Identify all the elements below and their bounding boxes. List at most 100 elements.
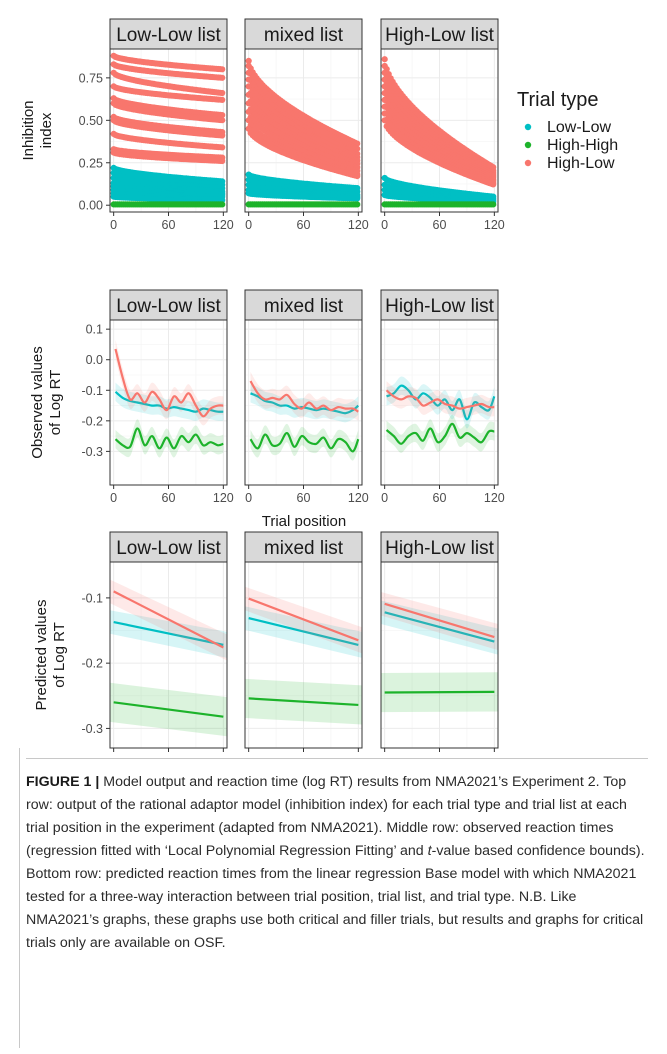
facet-strip	[380, 531, 499, 563]
facet-strip	[244, 531, 363, 563]
facet-strip	[244, 18, 363, 50]
y-tick-label: 0.25	[79, 156, 103, 170]
x-tick-label: 120	[348, 218, 369, 232]
bottom-row: Predicted valuesof Log RT Low-Low list 0 60…	[33, 531, 505, 755]
x-tick-label: 60	[297, 491, 311, 505]
x-tick-label: 120	[348, 754, 369, 755]
legend-label-high-high: High-High	[547, 137, 618, 154]
series-high-low	[381, 56, 497, 188]
middle-panel-high-low-list: High-Low list 0 60 120	[380, 289, 505, 505]
x-tick-label: 0	[381, 491, 388, 505]
facet-strip	[380, 18, 499, 50]
loess-line-high-low	[385, 389, 495, 410]
x-tick-label: 60	[433, 754, 447, 755]
regression-line-high-low	[113, 590, 224, 649]
data-point	[381, 117, 388, 124]
y-axis-title-line: Inhibition	[20, 100, 37, 160]
ci-band-high-high	[386, 414, 495, 453]
data-layer	[385, 376, 496, 453]
y-axis-title-line: of Log RT	[51, 622, 68, 688]
y-tick-label: 0.1	[86, 323, 103, 337]
data-layer	[381, 56, 497, 208]
y-tick-label: -0.3	[81, 722, 103, 736]
x-tick-label: 0	[245, 754, 252, 755]
x-tick-label: 0	[245, 491, 252, 505]
facet-strip-label: Low-Low list	[116, 25, 221, 46]
regression-line-high-high	[384, 690, 495, 694]
ci-band-high-low	[115, 339, 224, 426]
legend-title: Trial type	[517, 89, 599, 111]
facet-strip-label: High-Low list	[385, 538, 494, 559]
data-point	[245, 69, 252, 76]
regression-line-high-high	[248, 697, 359, 707]
y-axis-title-line: index	[38, 112, 55, 148]
y-axis-title-line: Predicted values	[33, 600, 50, 711]
data-point	[245, 62, 252, 70]
data-layer	[114, 339, 224, 458]
x-tick-label: 120	[213, 218, 234, 232]
top-y-axis-title: Inhibitionindex	[20, 100, 55, 160]
legend-key-low-low	[524, 123, 532, 131]
bottom-panel-low-low-list: Low-Low list 0 60 120 -0.3 -0.2 -0.1	[81, 531, 234, 755]
data-point	[381, 103, 388, 110]
x-tick-label: 0	[110, 754, 117, 755]
x-tick-label: 0	[110, 491, 117, 505]
y-tick-label: 0.00	[79, 199, 103, 213]
x-tick-label: 0	[381, 754, 388, 755]
top-panel-high-low-list: High-Low list 0 60 120	[380, 18, 505, 232]
y-tick-label: 0.75	[79, 71, 103, 85]
regression-line-low-low	[113, 620, 224, 646]
series-low-low	[110, 164, 226, 204]
data-point	[219, 74, 226, 81]
data-layer	[110, 52, 226, 208]
caption-text-2: -value based confidence bounds). Bottom …	[26, 843, 645, 951]
caption-border	[19, 748, 20, 1048]
y-tick-label: -0.1	[81, 591, 103, 605]
data-point	[219, 132, 226, 139]
regression-line-high-low	[384, 602, 495, 639]
data-point	[354, 201, 361, 208]
bottom-panel-high-low-list: High-Low list 0 60 120	[380, 531, 505, 755]
y-tick-label: -0.2	[81, 414, 103, 428]
loess-line-low-low	[114, 390, 224, 413]
x-tick-label: 0	[245, 218, 252, 232]
x-tick-label: 120	[484, 754, 505, 755]
facet-strip-label: mixed list	[264, 296, 344, 317]
data-point	[219, 144, 226, 151]
caption-text-1: Model output and reaction time (log RT) …	[26, 774, 627, 859]
data-point	[381, 56, 388, 63]
middle-panel-mixed-list: mixed list 0 60 120	[244, 289, 369, 505]
x-tick-label: 120	[484, 491, 505, 505]
data-point	[381, 62, 388, 70]
data-layer	[249, 371, 360, 461]
legend-key-high-high	[524, 141, 532, 149]
x-tick-label: 120	[213, 754, 234, 755]
data-layer	[381, 592, 498, 713]
data-layer	[110, 579, 227, 737]
series-high-low	[110, 52, 226, 165]
ci-band-high-low	[250, 371, 359, 421]
data-point	[490, 201, 497, 208]
regression-line-low-low	[248, 617, 359, 646]
facet-strip-label: mixed list	[264, 538, 344, 559]
series-high-high	[381, 201, 497, 208]
data-point	[245, 100, 252, 107]
ci-band-high-high	[250, 423, 359, 461]
data-point	[490, 181, 497, 188]
loess-line-low-low	[250, 392, 360, 415]
bottom-y-axis-title: Predicted valuesof Log RT	[33, 600, 68, 711]
x-tick-label: 60	[162, 491, 176, 505]
data-point	[245, 91, 252, 98]
data-point	[381, 69, 388, 76]
data-point	[245, 83, 252, 90]
middle-x-axis-title: Trial position	[262, 513, 346, 530]
loess-line-high-high	[114, 427, 224, 450]
facet-strip	[109, 18, 228, 50]
data-point	[219, 117, 226, 124]
facet-strip-label: High-Low list	[385, 25, 494, 46]
top-panel-mixed-list: mixed list 0 60 120	[244, 18, 369, 232]
data-layer	[245, 586, 362, 725]
series-low-low	[381, 174, 497, 205]
x-tick-label: 60	[162, 218, 176, 232]
